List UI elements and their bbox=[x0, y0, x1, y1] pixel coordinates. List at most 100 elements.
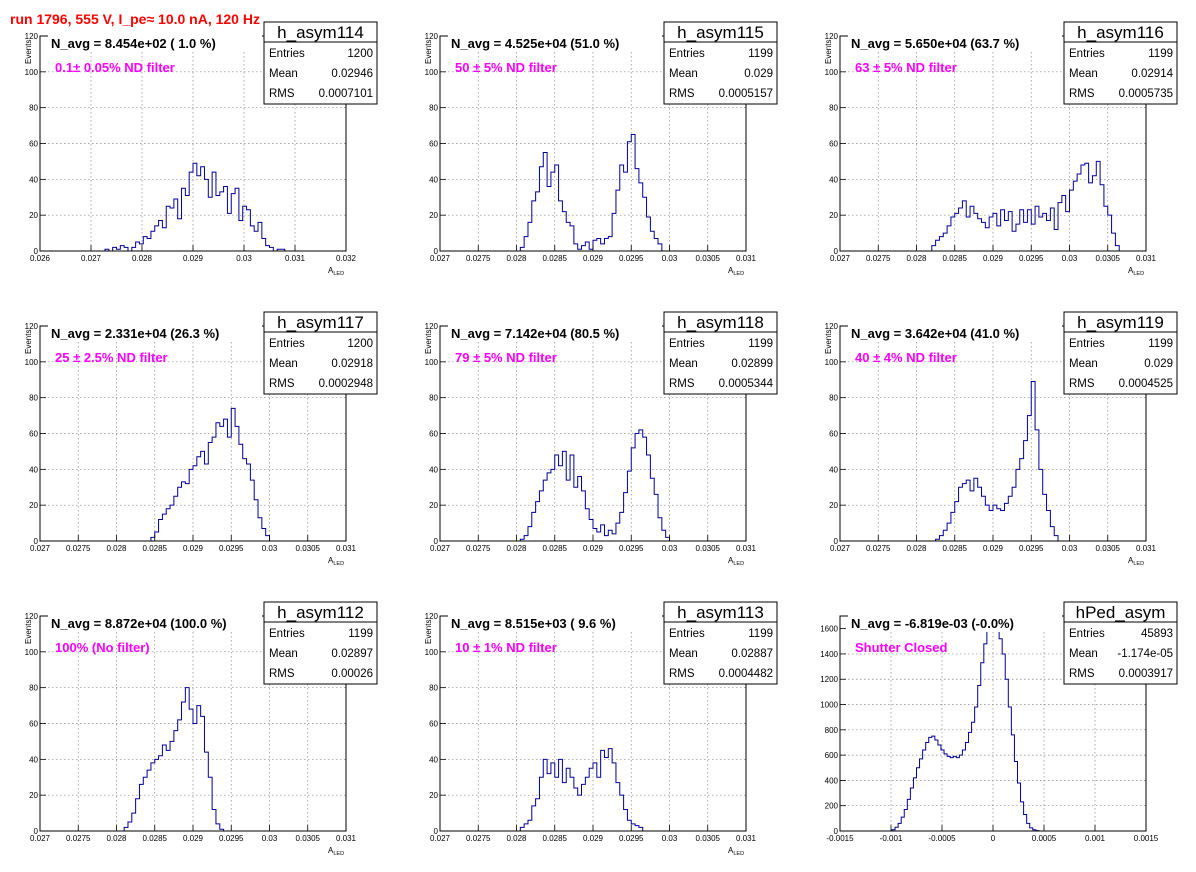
y-tick-label: 20 bbox=[429, 501, 438, 510]
y-axis-title: Events bbox=[24, 40, 33, 64]
stats-box bbox=[1063, 601, 1178, 685]
x-tick-label: 0.028 bbox=[506, 254, 527, 263]
x-tick-label: 0.029 bbox=[583, 254, 604, 263]
y-tick-label: 0 bbox=[34, 537, 39, 546]
y-tick-label: 0 bbox=[34, 827, 39, 836]
stats-label: RMS bbox=[1069, 378, 1095, 390]
y-tick-label: 40 bbox=[429, 755, 438, 764]
filter-annotation: 25 ± 2.5% ND filter bbox=[55, 350, 168, 365]
x-tick-label: -0.0015 bbox=[826, 834, 854, 843]
annotation-background bbox=[848, 614, 1062, 632]
y-tick-label: 100 bbox=[825, 358, 839, 367]
x-tick-label: 0.031 bbox=[736, 544, 757, 553]
x-axis-title-sub: LED bbox=[733, 271, 744, 277]
stats-value: 0.02946 bbox=[331, 68, 373, 80]
y-tick-label: 40 bbox=[29, 175, 38, 184]
x-tick-label: 0.0275 bbox=[466, 254, 491, 263]
stats-label: Mean bbox=[1069, 648, 1098, 660]
stats-label: Mean bbox=[669, 358, 698, 370]
x-tick-label: 0.0275 bbox=[466, 834, 491, 843]
histogram-name: h_asym113 bbox=[677, 603, 764, 622]
y-tick-label: 80 bbox=[829, 394, 838, 403]
x-axis-title-sub: LED bbox=[1133, 561, 1144, 567]
x-tick-label: 0.031 bbox=[1136, 544, 1157, 553]
stats-value: 0.029 bbox=[1144, 358, 1173, 370]
stats-label: Entries bbox=[669, 48, 705, 60]
y-tick-label: 80 bbox=[29, 104, 38, 113]
y-tick-label: 120 bbox=[825, 322, 839, 331]
x-axis-title-sub: LED bbox=[733, 561, 744, 567]
y-tick-label: 60 bbox=[429, 140, 438, 149]
navg-annotation: N_avg = 4.525e+04 (51.0 %) bbox=[451, 36, 619, 51]
stats-value: 0.0005344 bbox=[719, 378, 774, 390]
x-tick-label: 0.0275 bbox=[66, 834, 91, 843]
y-tick-label: 100 bbox=[425, 358, 439, 367]
x-tick-label: 0.03 bbox=[1062, 254, 1078, 263]
stats-label: Mean bbox=[1069, 358, 1098, 370]
x-axis-title-main: A bbox=[1128, 556, 1134, 565]
x-tick-label: 0.0285 bbox=[143, 544, 168, 553]
x-axis-title-main: A bbox=[728, 846, 734, 855]
stats-value: 0.0003917 bbox=[1119, 668, 1173, 680]
stats-value: 1199 bbox=[748, 48, 773, 60]
x-tick-label: 0.0295 bbox=[219, 544, 244, 553]
x-tick-label: 0.0305 bbox=[696, 254, 721, 263]
filter-annotation: 0.1± 0.05% ND filter bbox=[55, 60, 175, 75]
y-tick-label: 0 bbox=[434, 827, 439, 836]
stats-value: 0.0005157 bbox=[719, 88, 773, 100]
y-tick-label: 100 bbox=[25, 68, 39, 77]
filter-annotation: Shutter Closed bbox=[855, 640, 948, 655]
y-tick-label: 100 bbox=[25, 358, 39, 367]
y-tick-label: 20 bbox=[829, 211, 838, 220]
y-tick-label: 120 bbox=[425, 322, 439, 331]
x-tick-label: 0.0305 bbox=[296, 544, 321, 553]
stats-value: 1199 bbox=[748, 338, 773, 350]
x-tick-label: 0.031 bbox=[285, 254, 306, 263]
stats-value: 1199 bbox=[748, 628, 773, 640]
y-tick-label: 20 bbox=[29, 501, 38, 510]
histogram-name: h_asym115 bbox=[677, 23, 764, 42]
y-tick-label: 120 bbox=[825, 32, 839, 41]
stats-value: 1200 bbox=[347, 48, 373, 60]
y-tick-label: 20 bbox=[429, 211, 438, 220]
x-axis-title: ALED bbox=[328, 556, 344, 567]
y-tick-label: 80 bbox=[29, 394, 38, 403]
stats-box bbox=[263, 311, 378, 395]
navg-annotation: N_avg = 5.650e+04 (63.7 %) bbox=[851, 36, 1019, 51]
stats-value: 0.0002948 bbox=[319, 378, 373, 390]
stats-value: 1199 bbox=[1148, 48, 1173, 60]
y-axis-title: Events bbox=[24, 330, 33, 354]
histogram-name: h_asym118 bbox=[677, 313, 764, 332]
x-tick-label: 0.0285 bbox=[143, 834, 168, 843]
x-axis-title-sub: LED bbox=[333, 851, 344, 857]
annotation-background bbox=[48, 324, 262, 342]
x-tick-label: 0.027 bbox=[430, 834, 451, 843]
x-axis-title: ALED bbox=[1128, 266, 1144, 277]
histogram-name: h_asym112 bbox=[277, 603, 364, 622]
stats-label: Entries bbox=[669, 628, 705, 640]
stats-box bbox=[263, 21, 378, 105]
x-tick-label: 0.0015 bbox=[1134, 834, 1159, 843]
x-tick-label: 0.0285 bbox=[543, 544, 568, 553]
stats-label: RMS bbox=[1069, 88, 1095, 100]
y-axis-title: Events bbox=[824, 330, 833, 354]
x-tick-label: 0.027 bbox=[830, 254, 851, 263]
y-tick-label: 80 bbox=[429, 684, 438, 693]
x-tick-label: 0.031 bbox=[1136, 254, 1157, 263]
x-tick-label: 0.027 bbox=[81, 254, 102, 263]
annotation-background bbox=[448, 34, 662, 52]
y-tick-label: 40 bbox=[429, 175, 438, 184]
y-tick-label: 40 bbox=[829, 175, 838, 184]
y-tick-label: 100 bbox=[425, 648, 439, 657]
y-axis-title: Events bbox=[24, 620, 33, 644]
stats-label: Mean bbox=[1069, 68, 1098, 80]
navg-annotation: N_avg = 2.331e+04 (26.3 %) bbox=[51, 326, 219, 341]
x-axis-title-main: A bbox=[728, 266, 734, 275]
x-tick-label: 0.029 bbox=[983, 254, 1004, 263]
x-tick-label: 0.03 bbox=[662, 254, 678, 263]
stats-box bbox=[663, 601, 778, 685]
y-tick-label: 0 bbox=[34, 247, 39, 256]
x-tick-label: 0.0295 bbox=[619, 544, 644, 553]
y-tick-label: 120 bbox=[25, 322, 39, 331]
x-axis-title: ALED bbox=[728, 266, 744, 277]
